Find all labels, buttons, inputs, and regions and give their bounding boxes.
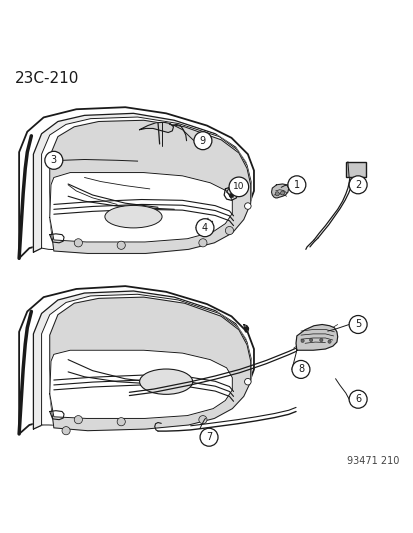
Polygon shape — [33, 114, 249, 252]
Polygon shape — [295, 325, 337, 350]
Text: 6: 6 — [354, 394, 360, 404]
Text: 10: 10 — [233, 182, 244, 191]
Ellipse shape — [139, 369, 192, 394]
Circle shape — [225, 227, 233, 235]
Circle shape — [117, 241, 125, 249]
Circle shape — [275, 192, 279, 196]
Text: 5: 5 — [354, 319, 361, 329]
Circle shape — [74, 416, 82, 424]
Text: 7: 7 — [205, 432, 211, 442]
Circle shape — [348, 176, 366, 194]
Circle shape — [244, 378, 251, 385]
Polygon shape — [19, 107, 253, 259]
Polygon shape — [33, 291, 249, 429]
Polygon shape — [50, 350, 232, 418]
Circle shape — [195, 219, 214, 237]
Text: 93471 210: 93471 210 — [346, 456, 398, 466]
Circle shape — [309, 338, 312, 342]
Circle shape — [348, 390, 366, 408]
Text: 8: 8 — [297, 365, 303, 374]
Circle shape — [291, 360, 309, 378]
Circle shape — [319, 338, 322, 342]
Polygon shape — [50, 173, 232, 242]
Circle shape — [45, 151, 63, 169]
Circle shape — [117, 418, 125, 426]
Polygon shape — [50, 297, 250, 431]
Polygon shape — [19, 286, 253, 434]
Bar — [345, 162, 366, 177]
Circle shape — [348, 316, 366, 334]
Circle shape — [193, 132, 211, 150]
Polygon shape — [271, 184, 288, 198]
Circle shape — [244, 203, 251, 209]
Circle shape — [199, 428, 218, 446]
Circle shape — [300, 339, 304, 343]
Polygon shape — [50, 120, 250, 253]
Text: 23C-210: 23C-210 — [15, 71, 79, 86]
Circle shape — [228, 177, 248, 197]
Text: 1: 1 — [293, 180, 299, 190]
Circle shape — [62, 426, 70, 435]
Ellipse shape — [104, 205, 161, 228]
Text: 3: 3 — [51, 155, 57, 165]
Circle shape — [287, 176, 305, 194]
Polygon shape — [139, 122, 173, 133]
Text: 2: 2 — [354, 180, 361, 190]
Circle shape — [74, 239, 82, 247]
Circle shape — [198, 239, 206, 247]
Polygon shape — [41, 117, 251, 251]
Polygon shape — [41, 294, 251, 426]
Circle shape — [280, 191, 284, 195]
Circle shape — [198, 416, 206, 424]
Text: 4: 4 — [202, 223, 207, 233]
Circle shape — [327, 340, 330, 343]
Text: 9: 9 — [199, 136, 206, 146]
